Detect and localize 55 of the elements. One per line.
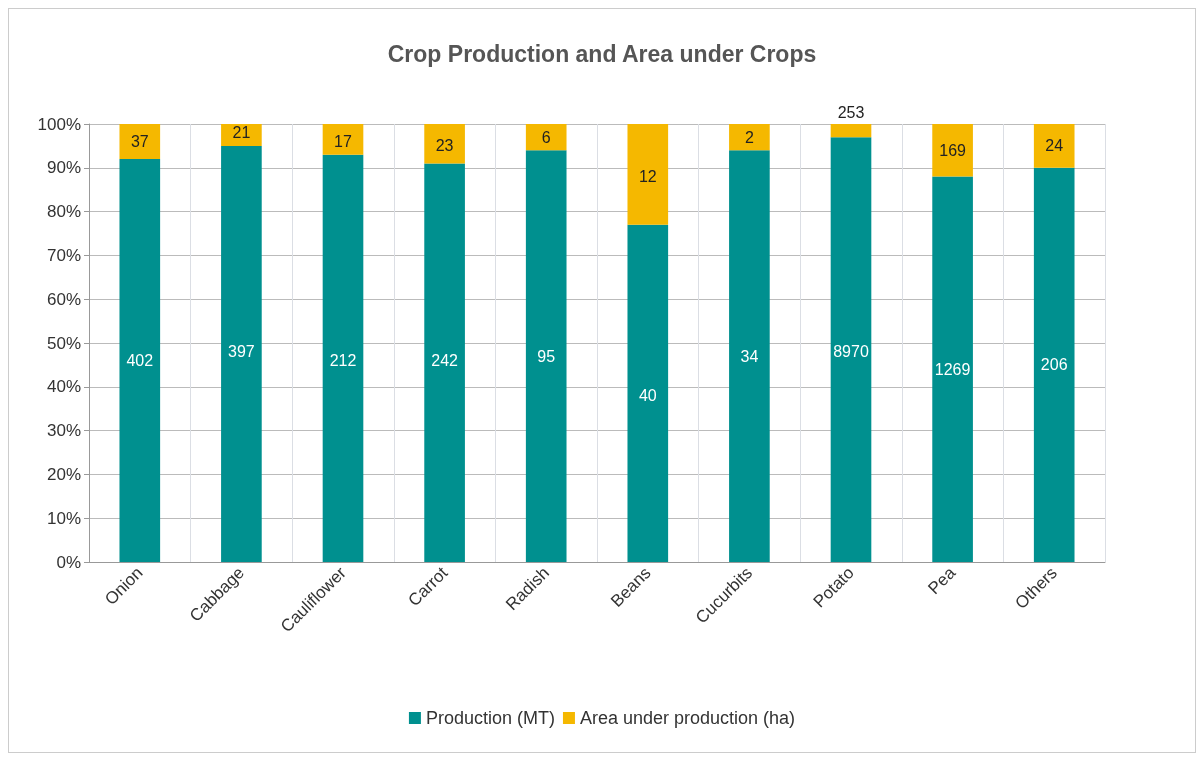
bar [932, 176, 973, 562]
bar [119, 159, 161, 562]
y-tick-label: 100% [37, 114, 81, 134]
annotation: 206 [1040, 356, 1068, 374]
bar [627, 224, 669, 562]
y-tick-label: 90% [46, 158, 81, 178]
bar [221, 124, 262, 146]
annotation: 2 [744, 128, 754, 146]
bar [830, 124, 872, 138]
annotation: 169 [939, 141, 967, 159]
bar [729, 150, 770, 562]
bar [1033, 167, 1075, 562]
annotation: 17 [334, 133, 352, 151]
annotation: 253 [837, 103, 865, 121]
annotation: 212 [329, 352, 357, 370]
y-tick-label: 70% [46, 245, 81, 265]
annotation: 24 [1045, 137, 1064, 155]
annotation: 37 [130, 133, 149, 151]
legend-label: Area under production (ha) [579, 708, 796, 728]
y-tick-label: 80% [46, 202, 81, 222]
bar [424, 124, 465, 164]
y-tick-label: 50% [46, 333, 81, 353]
annotation: 23 [435, 137, 454, 155]
bar [221, 145, 262, 562]
bar [322, 154, 364, 562]
annotation: 95 [537, 347, 556, 365]
y-tick-label: 0% [56, 552, 81, 572]
bar [729, 124, 770, 151]
bar [119, 124, 161, 160]
y-tick-label: 30% [46, 421, 81, 441]
annotation: 21 [232, 124, 251, 142]
y-tick-label: 40% [46, 377, 81, 397]
bar [830, 137, 872, 562]
annotation: 397 [228, 343, 255, 361]
bar [424, 163, 465, 562]
chart-title: Crop Production and Area under Crops [387, 40, 817, 67]
bar [525, 124, 567, 151]
annotation: 1269 [934, 360, 971, 378]
annotation: 8970 [833, 343, 869, 361]
bar [322, 124, 364, 155]
bar [932, 124, 973, 177]
annotation: 40 [638, 387, 657, 405]
annotation: 12 [638, 168, 657, 186]
bar [525, 150, 567, 562]
annotation: 402 [126, 352, 154, 370]
annotation: 34 [740, 347, 759, 365]
annotation: 242 [431, 352, 459, 370]
annotation: 6 [541, 128, 551, 146]
y-tick-label: 60% [46, 289, 81, 309]
legend-label: Production (MT) [425, 708, 555, 728]
x-tick-label: Pea [924, 562, 960, 599]
y-tick-label: 20% [46, 464, 81, 484]
bar [627, 124, 669, 225]
y-tick-label: 10% [46, 508, 81, 528]
bar [1033, 124, 1075, 168]
